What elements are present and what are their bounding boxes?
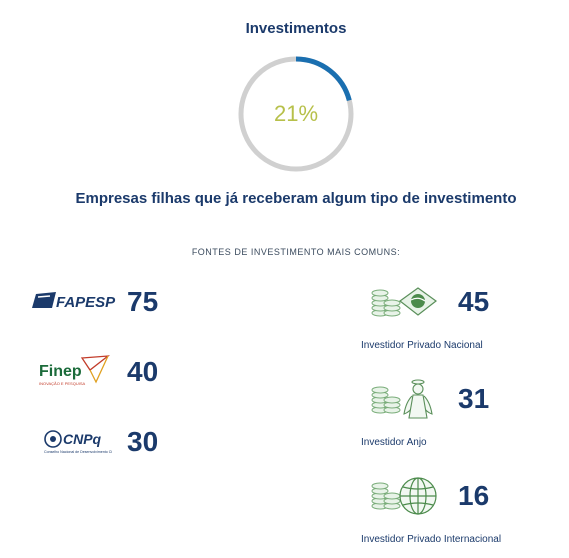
coins-globe-icon [371, 477, 437, 515]
investment-gauge [238, 56, 354, 172]
finep-count: 40 [127, 356, 159, 387]
gauge-percent: 21% [273, 101, 319, 126]
cnpq-logo: CNPq Conselho Nacional de Desenvolviment… [44, 430, 112, 454]
international-label: Investidor Privado Internacional [361, 534, 502, 545]
fapesp-logo: FAPESP [32, 292, 116, 311]
svg-text:INOVAÇÃO E PESQUISA: INOVAÇÃO E PESQUISA [39, 381, 85, 386]
private-national-label: Investidor Privado Nacional [361, 340, 483, 351]
fapesp-count: 75 [127, 286, 159, 317]
sources-heading: FONTES DE INVESTIMENTO MAIS COMUNS: [191, 247, 401, 257]
svg-text:Finep: Finep [39, 363, 82, 380]
cnpq-count: 30 [127, 426, 159, 457]
svg-text:FAPESP: FAPESP [56, 294, 116, 311]
coins-brazil-flag-icon [371, 287, 438, 317]
gauge-fill [238, 56, 354, 172]
finep-logo: Finep INOVAÇÃO E PESQUISA [39, 355, 110, 386]
angel-label: Investidor Anjo [361, 437, 427, 448]
svg-text:Conselho Nacional de Desenvolv: Conselho Nacional de Desenvolvimento Cie… [44, 450, 112, 454]
section-title: Investimentos [245, 20, 347, 37]
international-count: 16 [458, 480, 490, 511]
svg-text:CNPq: CNPq [63, 431, 102, 447]
angel-count: 31 [458, 383, 490, 414]
private-national-count: 45 [458, 286, 490, 317]
gauge-subtitle: Empresas filhas que já receberam algum t… [75, 190, 517, 207]
coins-angel-icon [371, 379, 433, 419]
